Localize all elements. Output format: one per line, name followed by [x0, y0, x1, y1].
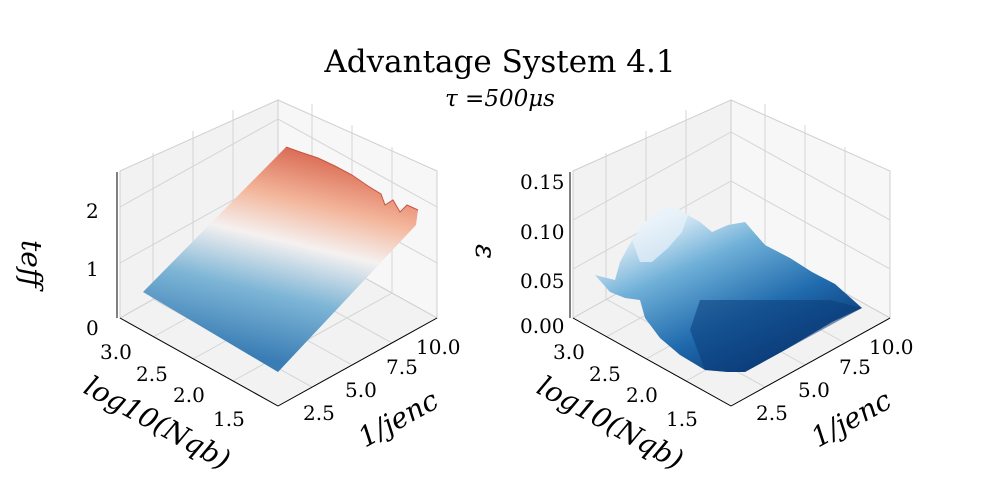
left-surface-edge — [285, 146, 419, 213]
figure-subtitle: τ =500μs — [445, 86, 555, 112]
right-z-tick: 0.00 — [520, 314, 565, 338]
right-y-tick: 2.5 — [756, 401, 788, 425]
left-x-tick: 1.5 — [213, 407, 245, 431]
right-chart: 0.00 0.05 0.10 0.15 3.0 2.5 2.0 1.5 2.5 … — [469, 99, 914, 476]
left-x-tick: 2.0 — [173, 383, 205, 407]
right-y-axis-line — [730, 317, 891, 407]
left-x-tick: 2.5 — [136, 362, 168, 386]
left-chart: 0 1 2 3.0 2.5 2.0 1.5 2.5 5.0 7.5 10.0 t… — [15, 99, 461, 476]
left-x-axis-line — [119, 317, 279, 407]
left-y-tick: 5.0 — [345, 378, 377, 402]
right-z-axis-label: ε — [469, 244, 502, 259]
left-z-tick: 1 — [86, 257, 99, 281]
right-x-tick: 3.0 — [553, 340, 585, 364]
right-x-tick: 2.0 — [626, 383, 658, 407]
right-x-tick: 1.5 — [666, 407, 698, 431]
figure-title: Advantage System 4.1 — [324, 44, 676, 80]
left-surface — [143, 147, 418, 372]
right-surface-shadow — [690, 300, 862, 372]
right-y-tick: 7.5 — [839, 355, 871, 379]
right-x-axis-line — [572, 317, 732, 407]
right-y-tick: 10.0 — [869, 335, 914, 359]
left-z-axis-label: teff — [15, 240, 48, 292]
left-y-axis-line — [277, 317, 438, 407]
left-y-tick: 2.5 — [303, 401, 335, 425]
right-z-tick: 0.05 — [520, 269, 565, 293]
right-z-tick: 0.15 — [520, 170, 565, 194]
left-x-tick: 3.0 — [100, 340, 132, 364]
left-y-tick: 7.5 — [386, 355, 418, 379]
left-z-tick: 2 — [86, 199, 99, 223]
right-z-tick: 0.10 — [520, 220, 565, 244]
right-surface-highlight — [632, 205, 688, 262]
right-y-tick: 5.0 — [798, 378, 830, 402]
right-x-tick: 2.5 — [589, 362, 621, 386]
left-z-tick: 0 — [86, 316, 99, 340]
left-y-tick: 10.0 — [416, 335, 461, 359]
